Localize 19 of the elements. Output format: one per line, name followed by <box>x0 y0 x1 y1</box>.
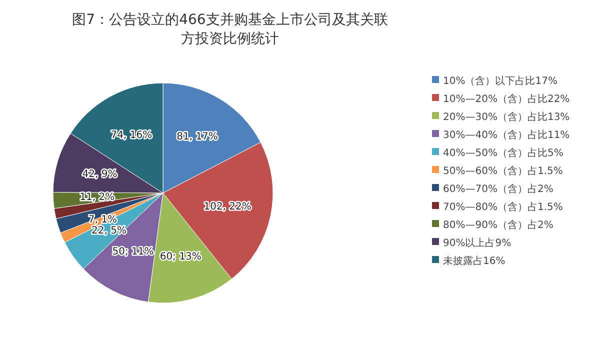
chart-title: 图7：公告设立的466支并购基金上市公司及其关联方投资比例统计 <box>72 12 388 47</box>
data-label: 81, 17% <box>176 131 218 142</box>
legend-label: 30%—40%（含）占比11% <box>443 129 570 141</box>
data-label: 50; 11% <box>112 246 154 258</box>
data-label: 74, 16% <box>110 130 152 141</box>
legend-label: 80%—90%（含）占2% <box>443 219 554 231</box>
legend-label: 10%—20%（含）占比22% <box>443 93 570 105</box>
data-label: 11, 2% <box>80 192 115 204</box>
legend-label: 20%—30%（含）占比13% <box>443 111 570 123</box>
legend-label: 70%—80%（含）占1.5% <box>443 201 563 213</box>
legend-label: 50%—60%（含）占1.5% <box>443 165 563 177</box>
legend-label: 40%—50%（含）占比5% <box>443 147 564 159</box>
legend-label: 10%（含）以下占比17% <box>443 75 558 87</box>
legend-label: 60%—70%（含）占2% <box>443 183 554 195</box>
data-label: 60; 13% <box>160 251 202 262</box>
legend-label: 90%以上占9% <box>443 237 512 249</box>
legend-label: 未披露占16% <box>443 255 506 267</box>
data-label: 102, 22% <box>204 201 252 212</box>
data-label: 42, 9% <box>82 168 118 180</box>
